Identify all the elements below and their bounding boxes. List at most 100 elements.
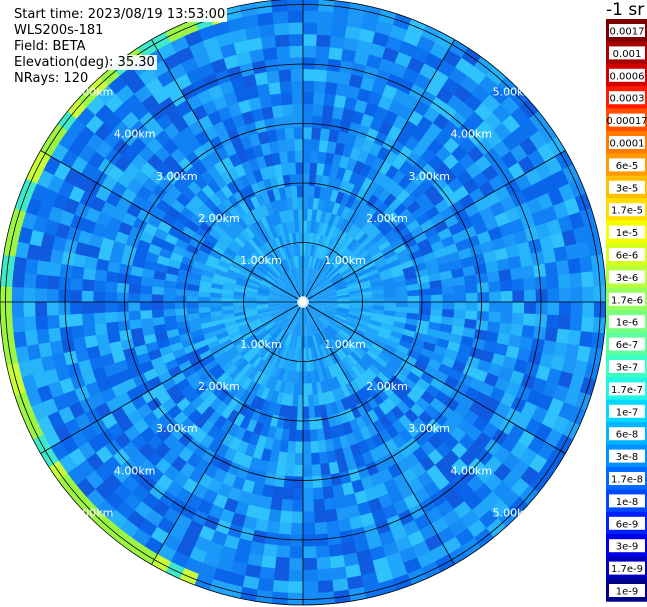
colorbar-label-box: [609, 584, 645, 597]
range-gate: [93, 290, 106, 303]
range-gate: [260, 555, 277, 569]
range-gate: [302, 45, 317, 58]
center-marker: [302, 299, 309, 303]
range-gate: [279, 80, 293, 94]
colorbar-tick-label: 0.00017: [606, 116, 647, 127]
range-gate: [302, 359, 307, 373]
range-gate: [34, 301, 48, 317]
range-gate: [302, 115, 313, 128]
range-gate: [477, 301, 490, 312]
range-gate: [302, 557, 318, 571]
range-gate: [580, 271, 595, 288]
range-gate: [127, 301, 141, 312]
colorbar-label-box: [609, 382, 645, 396]
range-gate: [297, 196, 304, 210]
range-gate: [302, 464, 313, 478]
range-gate: [314, 69, 328, 83]
range-ring-label: 2.00km: [198, 380, 240, 393]
range-gate: [579, 256, 593, 273]
colorbar-label-box: [609, 158, 645, 172]
range-gate: [116, 310, 130, 322]
colorbar-label-box: [609, 225, 645, 239]
range-gate: [522, 313, 536, 327]
range-gate: [46, 274, 60, 290]
range-gate: [272, 579, 289, 594]
azimuth-spoke: [151, 39, 304, 303]
range-gate: [279, 151, 289, 165]
range-gate: [332, 578, 349, 592]
range-gate: [293, 476, 304, 489]
range-ring-label: 3.00km: [408, 170, 450, 183]
range-gate: [521, 265, 536, 280]
range-gate: [232, 301, 246, 306]
range-gate: [465, 283, 478, 294]
range-gate: [58, 313, 72, 328]
range-gate: [330, 566, 347, 581]
range-gate: [266, 520, 281, 535]
range-gate: [151, 301, 164, 311]
range-gate: [277, 533, 292, 547]
range-gate: [296, 185, 304, 198]
range-ring-label: 5.00km: [493, 506, 535, 519]
range-gate: [319, 462, 331, 477]
range-gate: [283, 115, 295, 129]
colorbar-tick-label: 6e-5: [616, 161, 639, 172]
range-gate: [384, 296, 397, 303]
range-gate: [278, 69, 292, 83]
range-gate: [269, 497, 283, 511]
range-gate: [95, 332, 110, 346]
range-ring-label: 3.00km: [156, 422, 198, 435]
range-gate: [23, 315, 37, 332]
range-gate: [294, 138, 304, 151]
range-gate: [582, 286, 595, 303]
range-gate: [84, 334, 99, 349]
range-gate: [277, 57, 292, 71]
range-gate: [328, 46, 344, 61]
range-gate: [296, 173, 304, 186]
range-gate: [302, 546, 317, 559]
colorbar-label-box: [609, 248, 645, 261]
colorbar-label-box: [609, 360, 645, 373]
range-gate: [277, 139, 288, 153]
range-gate: [70, 324, 85, 339]
colorbar-label-box: [609, 337, 645, 351]
range-ring-label: 2.00km: [198, 212, 240, 225]
range-gate: [293, 126, 304, 140]
range-ring-label: 4.00km: [451, 128, 493, 141]
range-gate: [290, 185, 298, 198]
range-gate: [509, 267, 524, 281]
elevation-label: Elevation(deg): 35.30: [12, 55, 157, 70]
range-gate: [317, 579, 334, 594]
range-gate: [104, 301, 118, 313]
range-gate: [162, 294, 176, 303]
range-gate: [282, 103, 294, 117]
range-gate: [299, 231, 304, 245]
range-gate: [321, 474, 333, 488]
range-gate: [330, 23, 347, 38]
range-gate: [302, 80, 315, 93]
range-gate: [286, 0, 304, 12]
range-gate: [24, 329, 39, 346]
range-gate: [317, 439, 327, 453]
range-gate: [488, 281, 502, 293]
colorbar-label-box: [609, 136, 645, 149]
range-gate: [302, 511, 315, 524]
range-gate: [292, 103, 304, 117]
range-gate: [521, 324, 536, 339]
range-gate: [47, 261, 62, 277]
range-gate: [302, 173, 310, 186]
range-gate: [275, 45, 291, 59]
range-gate: [35, 315, 49, 331]
range-ring-label: 3.00km: [156, 170, 198, 183]
range-gate: [544, 261, 559, 277]
range-gate: [69, 301, 83, 315]
range-gate: [288, 162, 297, 175]
range-gate: [567, 258, 582, 275]
range-gate: [519, 253, 534, 268]
range-gate: [117, 320, 131, 332]
range-gate: [498, 268, 512, 282]
range-gate: [384, 301, 397, 308]
range-gate: [557, 273, 571, 289]
range-gate: [297, 383, 304, 396]
range-gate: [302, 441, 312, 454]
